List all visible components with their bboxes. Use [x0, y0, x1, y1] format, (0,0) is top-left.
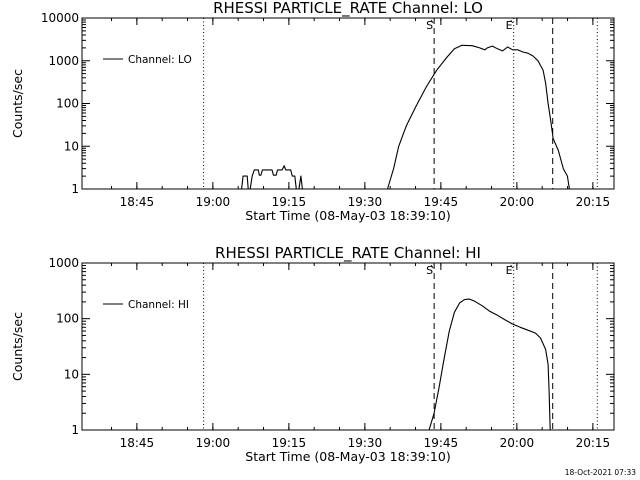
y-tick-label-2: 100 [56, 97, 79, 111]
y-tick-label-3: 1000 [48, 256, 79, 270]
marker-tick-1 [430, 19, 434, 24]
legend-label: Channel: LO [128, 54, 192, 66]
plot-frame [81, 262, 615, 431]
y-axis-label: Counts/sec [10, 69, 25, 138]
marker-label-e: E [506, 19, 513, 32]
x-tick-label-2: 19:15 [272, 436, 307, 450]
x-tick-label-4: 19:45 [424, 436, 459, 450]
legend-label: Channel: HI [128, 299, 189, 311]
series-line-segment-0 [428, 298, 551, 431]
marker-label-e: E [506, 264, 513, 277]
x-tick-label-3: 19:30 [348, 195, 383, 209]
y-axis-label: Counts/sec [10, 312, 25, 381]
chart-title: RHESSI PARTICLE_RATE Channel: HI [215, 244, 481, 263]
chart-title: RHESSI PARTICLE_RATE Channel: LO [213, 0, 483, 18]
y-tick-label-0: 1 [71, 423, 79, 437]
plot-frame [81, 17, 615, 190]
x-tick-label-0: 18:45 [120, 436, 155, 450]
panel-hi: RHESSI PARTICLE_RATE Channel: HIS E 18:45 1… [10, 244, 615, 464]
panel-lo: RHESSI PARTICLE_RATE Channel: LOS E 18:45 1… [10, 0, 615, 223]
x-tick-label-4: 19:45 [424, 195, 459, 209]
y-tick-label-1: 10 [64, 367, 79, 381]
marker-tick-2 [510, 264, 514, 269]
timestamp-label: 18-Oct-2021 07:33 [565, 468, 636, 477]
y-tick-label-0: 1 [71, 182, 79, 196]
marker-label-s: S [426, 264, 433, 277]
marker-label-s: S [426, 19, 433, 32]
series-line-segment-0 [241, 165, 303, 190]
y-tick-label-2: 100 [56, 312, 79, 326]
y-tick-label-1: 10 [64, 139, 79, 153]
x-tick-label-5: 20:00 [500, 195, 535, 209]
y-tick-label-3: 1000 [48, 54, 79, 68]
marker-tick-1 [430, 264, 434, 269]
series-line-segment-1 [386, 44, 570, 190]
x-tick-label-1: 19:00 [196, 195, 231, 209]
marker-tick-2 [510, 19, 514, 24]
y-tick-label-4: 10000 [41, 11, 79, 25]
x-tick-label-6: 20:15 [576, 195, 611, 209]
x-tick-label-6: 20:15 [576, 436, 611, 450]
x-tick-label-2: 19:15 [272, 195, 307, 209]
x-axis-label: Start Time (08-May-03 18:39:10) [245, 449, 450, 464]
x-tick-label-0: 18:45 [120, 195, 155, 209]
x-axis-label: Start Time (08-May-03 18:39:10) [245, 208, 450, 223]
x-tick-label-5: 20:00 [500, 436, 535, 450]
x-tick-label-1: 19:00 [196, 436, 231, 450]
x-tick-label-3: 19:30 [348, 436, 383, 450]
